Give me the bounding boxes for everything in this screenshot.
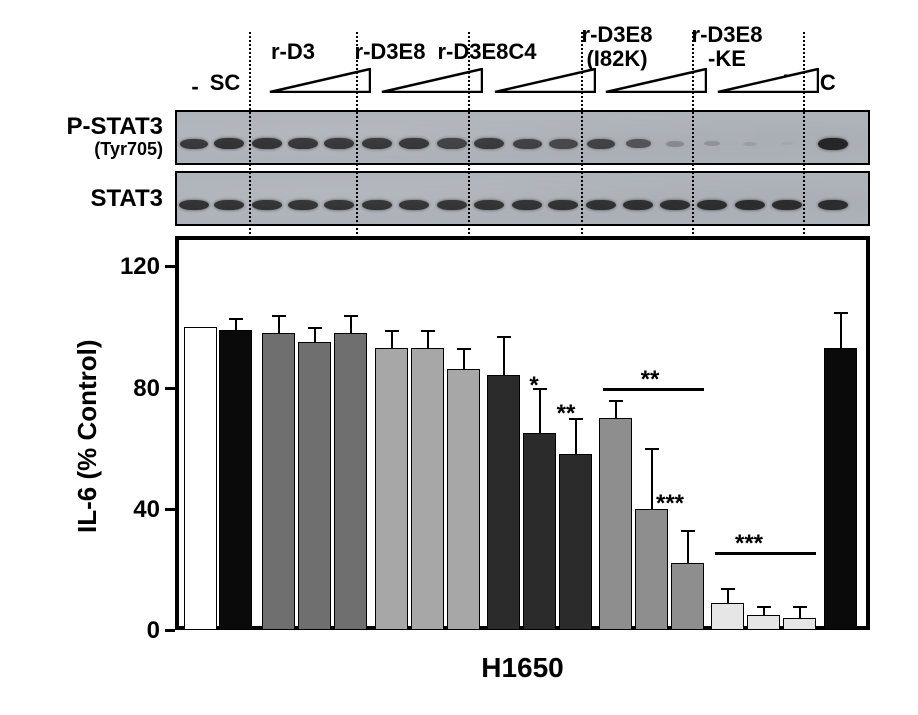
x-axis-label: H1650 xyxy=(175,652,870,684)
bar xyxy=(375,348,408,630)
western-blot xyxy=(175,171,870,226)
figure: -SCr-D3r-D3E8r-D3E8C4r-D3E8(I82K)r-D3E8-… xyxy=(0,0,918,715)
bar xyxy=(487,375,520,630)
bar xyxy=(411,348,444,630)
significance-mark: ** xyxy=(536,400,596,428)
blot-texture xyxy=(177,112,868,163)
error-bar-cap xyxy=(385,330,399,332)
bar xyxy=(262,333,295,630)
bar xyxy=(184,327,217,630)
bar xyxy=(447,369,480,630)
y-tick xyxy=(165,387,175,390)
row-label: STAT3 xyxy=(0,185,163,213)
bar xyxy=(334,333,367,630)
y-tick xyxy=(165,508,175,511)
blot-texture xyxy=(177,173,868,224)
row-label: (Tyr705) xyxy=(0,139,163,160)
bar xyxy=(711,603,744,630)
y-tick xyxy=(165,265,175,268)
group-label: SC xyxy=(205,70,245,96)
error-bar-cap xyxy=(609,400,623,402)
error-bar-cap xyxy=(757,606,771,608)
error-bar-cap xyxy=(793,606,807,608)
bar xyxy=(599,418,632,630)
western-blot xyxy=(175,110,870,165)
error-bar-cap xyxy=(272,315,286,317)
bar xyxy=(824,348,857,630)
bar xyxy=(298,342,331,630)
bar xyxy=(783,618,816,630)
y-tick xyxy=(165,629,175,632)
error-bar-cap xyxy=(421,330,435,332)
error-bar xyxy=(391,330,393,348)
error-bar xyxy=(727,588,729,603)
y-tick-label: 0 xyxy=(105,617,160,645)
group-label: r-D3E8C4 xyxy=(427,39,547,65)
error-bar xyxy=(427,330,429,348)
error-bar-cap xyxy=(681,530,695,532)
bar xyxy=(671,563,704,630)
bar xyxy=(747,615,780,630)
row-label: P-STAT3 xyxy=(0,113,163,141)
y-axis-label: IL-6 (% Control) xyxy=(72,339,103,533)
error-bar xyxy=(350,315,352,333)
error-bar-cap xyxy=(721,588,735,590)
significance-mark: * xyxy=(504,372,564,400)
error-bar xyxy=(840,312,842,348)
significance-mark: *** xyxy=(640,490,700,518)
error-bar xyxy=(463,348,465,369)
group-label: r-D3E8 xyxy=(557,22,677,48)
bar xyxy=(219,330,252,630)
error-bar-cap xyxy=(308,327,322,329)
error-bar xyxy=(503,336,505,375)
y-tick-label: 120 xyxy=(105,253,160,281)
error-bar-cap xyxy=(344,315,358,317)
error-bar-cap xyxy=(229,318,243,320)
bar xyxy=(635,509,668,630)
error-bar-cap xyxy=(497,336,511,338)
error-bar xyxy=(615,400,617,418)
error-bar xyxy=(278,315,280,333)
error-bar xyxy=(687,530,689,563)
bar xyxy=(523,433,556,630)
y-tick-label: 80 xyxy=(105,375,160,403)
group-label: r-D3E8 xyxy=(667,22,787,48)
significance-mark: *** xyxy=(719,530,779,558)
bar xyxy=(559,454,592,630)
significance-mark: ** xyxy=(620,366,680,394)
error-bar-cap xyxy=(645,448,659,450)
error-bar-cap xyxy=(834,312,848,314)
error-bar xyxy=(314,327,316,342)
error-bar-cap xyxy=(457,348,471,350)
y-tick-label: 40 xyxy=(105,496,160,524)
